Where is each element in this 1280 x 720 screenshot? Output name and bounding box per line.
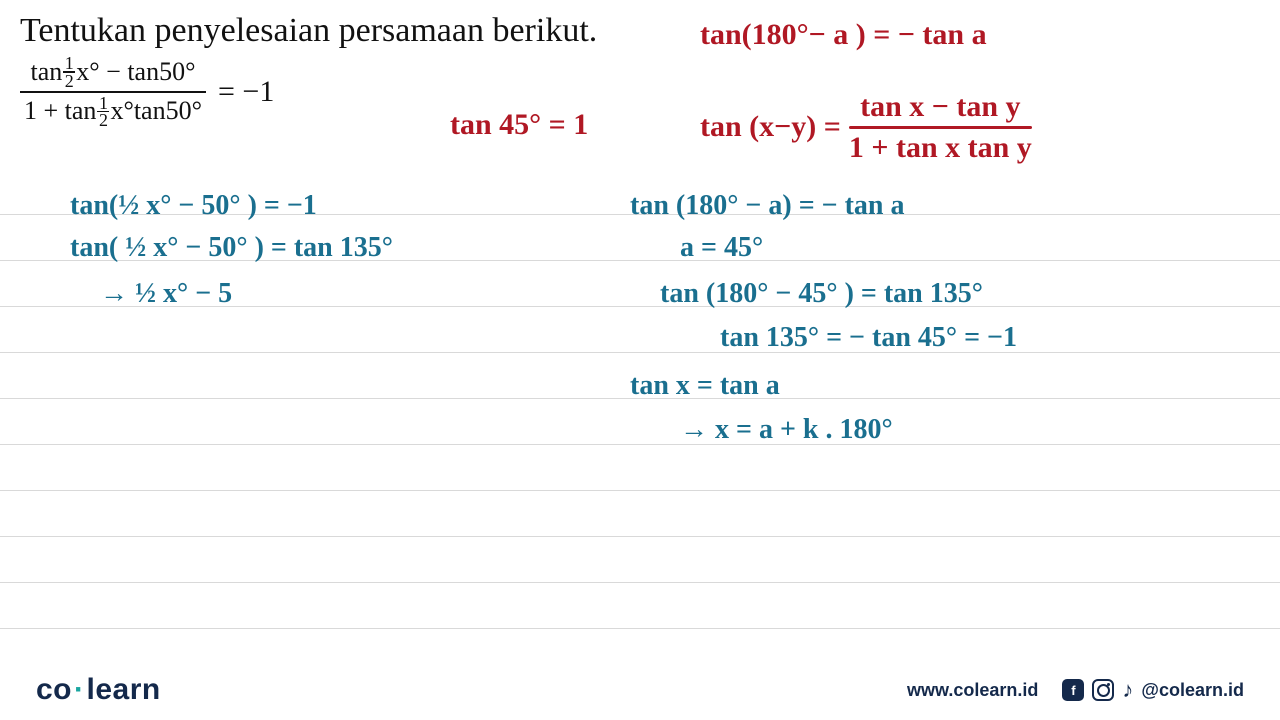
diff-num: tan x − tan y [860, 90, 1020, 124]
question-title: Tentukan penyelesaian persamaan berikut. [20, 12, 597, 50]
diff-lhs: tan (x−y) = [700, 110, 841, 144]
work-left-2: tan( ½ x° − 50° ) = tan 135° [70, 232, 393, 264]
hint-tan-difference: tan (x−y) = tan x − tan y 1 + tan x tan … [700, 90, 1032, 165]
half-symbol: 1 2 [63, 55, 75, 89]
facebook-icon: f [1062, 679, 1084, 701]
half-symbol: 1 2 [97, 95, 109, 129]
work-right-5: tan x = tan a [630, 370, 780, 402]
half-top: 1 [99, 95, 108, 111]
instagram-icon [1092, 679, 1114, 701]
equation-fraction: tan 1 2 x° − tan50° 1 + tan 1 2 x°tan50° [20, 55, 206, 128]
social-icons: f ♪ @colearn.id [1062, 677, 1244, 703]
equation-rhs: = −1 [218, 75, 274, 109]
footer-right: www.colearn.id f ♪ @colearn.id [907, 677, 1244, 703]
work-right-4: tan 135° = − tan 45° = −1 [720, 322, 1017, 354]
logo-dot: · [74, 673, 85, 706]
printed-equation: tan 1 2 x° − tan50° 1 + tan 1 2 x°tan50° [20, 55, 274, 128]
footer: co·learn www.colearn.id f ♪ @colearn.id [0, 660, 1280, 720]
diff-den: 1 + tan x tan y [849, 131, 1032, 165]
hint-tan45: tan 45° = 1 [450, 108, 588, 142]
den-suffix: x°tan50° [110, 96, 202, 126]
tiktok-icon: ♪ [1122, 677, 1133, 703]
fraction-denominator: 1 + tan 1 2 x°tan50° [20, 95, 206, 129]
fraction-bar [20, 91, 206, 93]
logo-co: co [36, 673, 72, 706]
brand-logo: co·learn [36, 673, 161, 707]
social-handle: @colearn.id [1141, 680, 1244, 701]
diff-fraction: tan x − tan y 1 + tan x tan y [849, 90, 1032, 165]
fraction-numerator: tan 1 2 x° − tan50° [27, 55, 200, 89]
hint-supplementary: tan(180°− a ) = − tan a [700, 18, 987, 52]
den-prefix: 1 + tan [24, 96, 96, 126]
half-top: 1 [65, 55, 74, 71]
work-right-2: a = 45° [680, 232, 763, 264]
work-right-3: tan (180° − 45° ) = tan 135° [660, 278, 983, 310]
work-right-6: → x = a + k . 180° [680, 414, 893, 446]
half-bot: 2 [65, 73, 74, 89]
footer-url: www.colearn.id [907, 680, 1038, 701]
work-left-1: tan(½ x° − 50° ) = −1 [70, 190, 317, 222]
num-suffix: x° − tan50° [76, 57, 195, 87]
page-canvas: Tentukan penyelesaian persamaan berikut.… [0, 0, 1280, 720]
work-right-1: tan (180° − a) = − tan a [630, 190, 905, 222]
diff-bar [849, 126, 1032, 129]
work-left-3: → ½ x° − 5 [100, 278, 232, 310]
num-prefix: tan [31, 57, 63, 87]
logo-learn: learn [87, 673, 161, 706]
half-bot: 2 [99, 112, 108, 128]
